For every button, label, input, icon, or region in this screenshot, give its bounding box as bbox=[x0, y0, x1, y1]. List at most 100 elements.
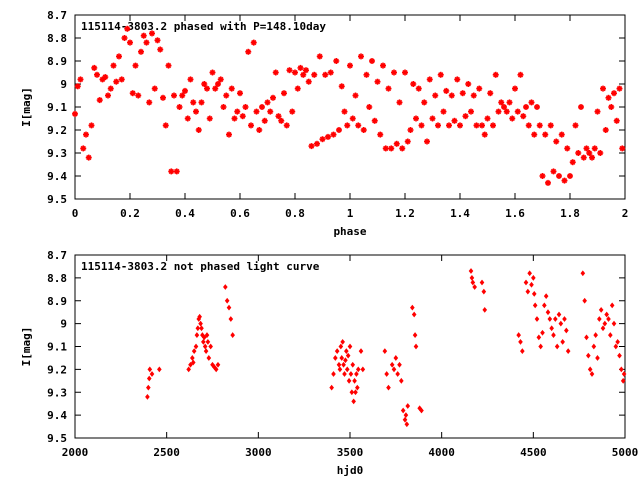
data-point bbox=[190, 99, 197, 106]
data-point bbox=[149, 371, 155, 377]
data-point bbox=[616, 85, 623, 92]
data-point bbox=[421, 99, 428, 106]
data-point bbox=[371, 117, 378, 124]
data-point bbox=[432, 92, 439, 99]
data-point bbox=[501, 104, 507, 110]
y-tick-label: 9.3 bbox=[47, 386, 67, 399]
x-tick-label: 5000 bbox=[612, 446, 639, 459]
data-point bbox=[360, 127, 367, 133]
data-point bbox=[380, 62, 386, 69]
data-point bbox=[327, 69, 334, 76]
data-point bbox=[325, 133, 331, 140]
data-point bbox=[384, 371, 389, 377]
data-point bbox=[209, 69, 216, 76]
data-point bbox=[386, 384, 391, 391]
data-point bbox=[470, 92, 477, 99]
data-point bbox=[105, 92, 111, 99]
data-point bbox=[340, 339, 345, 345]
data-point bbox=[608, 104, 615, 110]
data-point bbox=[388, 145, 395, 152]
data-point bbox=[509, 115, 516, 122]
data-point bbox=[545, 179, 551, 186]
data-point bbox=[146, 375, 152, 382]
data-point bbox=[300, 71, 307, 78]
data-point bbox=[528, 99, 535, 106]
data-point bbox=[186, 366, 191, 373]
data-point bbox=[602, 127, 609, 133]
data-point bbox=[482, 307, 488, 313]
data-point bbox=[382, 145, 389, 152]
data-point bbox=[385, 85, 392, 92]
y-tick-label: 9.3 bbox=[47, 147, 67, 160]
data-point bbox=[531, 291, 537, 297]
data-point bbox=[586, 150, 593, 156]
data-point bbox=[242, 104, 249, 110]
data-point bbox=[363, 71, 370, 78]
data-point bbox=[481, 288, 487, 295]
data-point bbox=[205, 339, 211, 345]
data-point bbox=[339, 355, 345, 361]
data-point bbox=[407, 127, 414, 133]
data-point bbox=[469, 274, 475, 281]
data-point bbox=[534, 104, 540, 110]
data-point bbox=[208, 343, 213, 350]
data-point bbox=[319, 136, 326, 143]
data-point bbox=[333, 58, 340, 64]
data-point bbox=[261, 117, 268, 124]
data-point bbox=[584, 334, 589, 341]
data-point bbox=[397, 361, 402, 368]
y-tick-label: 8.9 bbox=[47, 295, 67, 308]
data-point bbox=[556, 173, 562, 179]
data-point bbox=[341, 361, 346, 368]
data-point bbox=[437, 71, 444, 78]
data-point bbox=[157, 366, 162, 373]
x-tick-label: 3000 bbox=[245, 446, 272, 459]
data-point bbox=[346, 377, 352, 384]
data-point bbox=[250, 39, 257, 46]
data-point bbox=[446, 122, 452, 129]
data-point bbox=[484, 115, 491, 122]
data-point bbox=[503, 108, 510, 115]
y-tick-label: 9.1 bbox=[47, 341, 67, 354]
data-point bbox=[613, 117, 620, 124]
data-point bbox=[426, 76, 433, 83]
data-point bbox=[396, 99, 403, 106]
data-point bbox=[608, 332, 613, 338]
data-point bbox=[157, 46, 164, 53]
data-point bbox=[540, 329, 545, 336]
data-point bbox=[198, 320, 203, 327]
data-point bbox=[347, 343, 353, 350]
x-tick-label: 1.4 bbox=[450, 207, 470, 220]
data-point bbox=[597, 150, 604, 156]
data-point bbox=[542, 302, 547, 309]
data-point bbox=[283, 122, 290, 129]
data-point bbox=[551, 332, 556, 338]
data-point bbox=[527, 270, 532, 277]
data-point bbox=[619, 366, 624, 373]
y-tick-label: 9 bbox=[60, 318, 67, 331]
data-point bbox=[197, 313, 202, 320]
data-point bbox=[286, 67, 293, 74]
data-point bbox=[224, 297, 230, 304]
chart-title: 115114-3803.2 not phased light curve bbox=[81, 260, 320, 273]
data-point bbox=[465, 81, 472, 87]
data-point bbox=[512, 85, 518, 92]
data-point bbox=[151, 85, 158, 92]
data-point bbox=[413, 343, 419, 350]
data-point bbox=[199, 325, 204, 332]
data-point bbox=[160, 94, 166, 101]
data-point bbox=[333, 355, 338, 361]
data-point bbox=[518, 339, 523, 345]
data-point bbox=[553, 316, 558, 322]
data-point bbox=[336, 127, 342, 133]
data-point bbox=[353, 389, 358, 396]
data-point bbox=[188, 361, 193, 368]
data-point bbox=[239, 113, 246, 120]
data-point bbox=[121, 35, 128, 41]
data-point bbox=[487, 90, 494, 97]
data-point bbox=[550, 168, 557, 175]
data-point bbox=[529, 281, 534, 288]
data-point bbox=[594, 108, 601, 115]
data-point bbox=[349, 115, 356, 122]
